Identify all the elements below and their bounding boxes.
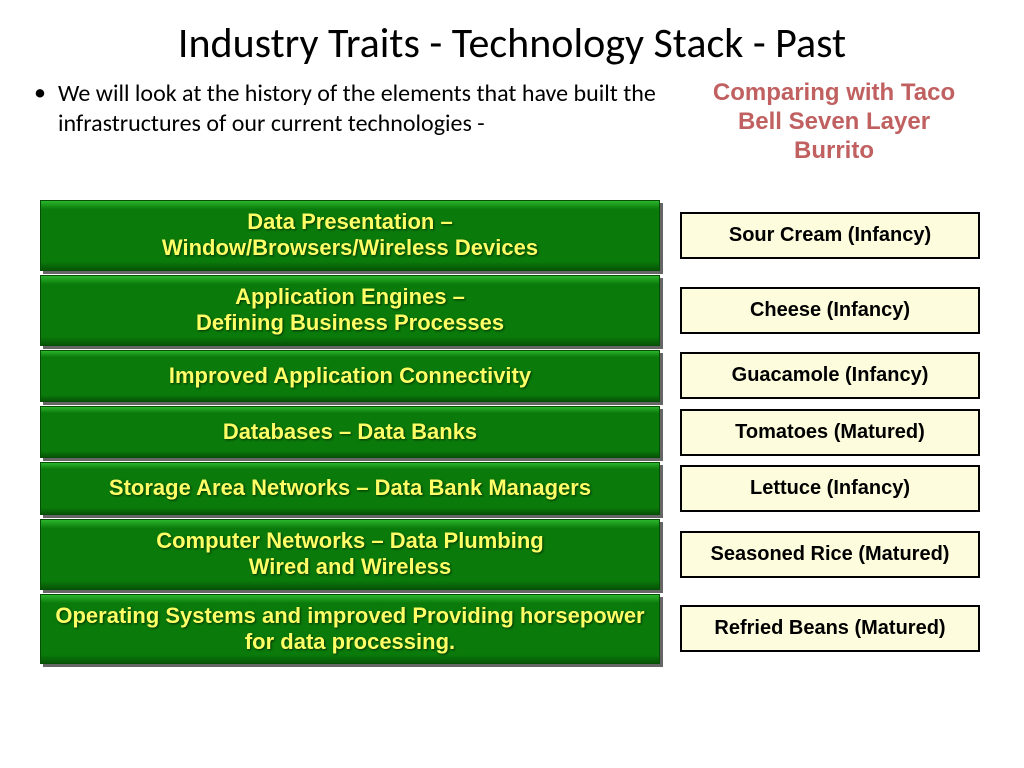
- stack-area: Data Presentation – Window/Browsers/Wire…: [40, 200, 990, 668]
- layer-row: Computer Networks – Data Plumbing Wired …: [40, 519, 990, 590]
- burrito-layer-box: Cheese (Infancy): [680, 287, 980, 334]
- tech-layer-box: Databases – Data Banks: [40, 406, 660, 458]
- burrito-layer-box: Seasoned Rice (Matured): [680, 531, 980, 578]
- layer-row: Storage Area Networks – Data Bank Manage…: [40, 462, 990, 514]
- layer-row: Application Engines – Defining Business …: [40, 275, 990, 346]
- tech-layer-box: Computer Networks – Data Plumbing Wired …: [40, 519, 660, 590]
- layer-row: Operating Systems and improved Providing…: [40, 594, 990, 665]
- layer-row: Databases – Data Banks Tomatoes (Matured): [40, 406, 990, 458]
- slide-title: Industry Traits - Technology Stack - Pas…: [0, 0, 1024, 79]
- tech-layer-box: Improved Application Connectivity: [40, 350, 660, 402]
- burrito-layer-box: Lettuce (Infancy): [680, 465, 980, 512]
- compare-heading: Comparing with Taco Bell Seven Layer Bur…: [704, 79, 964, 165]
- tech-layer-box: Data Presentation – Window/Browsers/Wire…: [40, 200, 660, 271]
- bullet-row: • We will look at the history of the ele…: [30, 79, 670, 139]
- layer-row: Improved Application Connectivity Guacamo…: [40, 350, 990, 402]
- burrito-layer-box: Sour Cream (Infancy): [680, 212, 980, 259]
- burrito-layer-box: Refried Beans (Matured): [680, 605, 980, 652]
- body-area: • We will look at the history of the ele…: [0, 79, 1024, 139]
- tech-layer-box: Operating Systems and improved Providing…: [40, 594, 660, 665]
- bullet-dot: •: [34, 79, 46, 107]
- tech-layer-box: Application Engines – Defining Business …: [40, 275, 660, 346]
- burrito-layer-box: Tomatoes (Matured): [680, 409, 980, 456]
- burrito-layer-box: Guacamole (Infancy): [680, 352, 980, 399]
- bullet-text: We will look at the history of the eleme…: [58, 79, 670, 139]
- layer-row: Data Presentation – Window/Browsers/Wire…: [40, 200, 990, 271]
- tech-layer-box: Storage Area Networks – Data Bank Manage…: [40, 462, 660, 514]
